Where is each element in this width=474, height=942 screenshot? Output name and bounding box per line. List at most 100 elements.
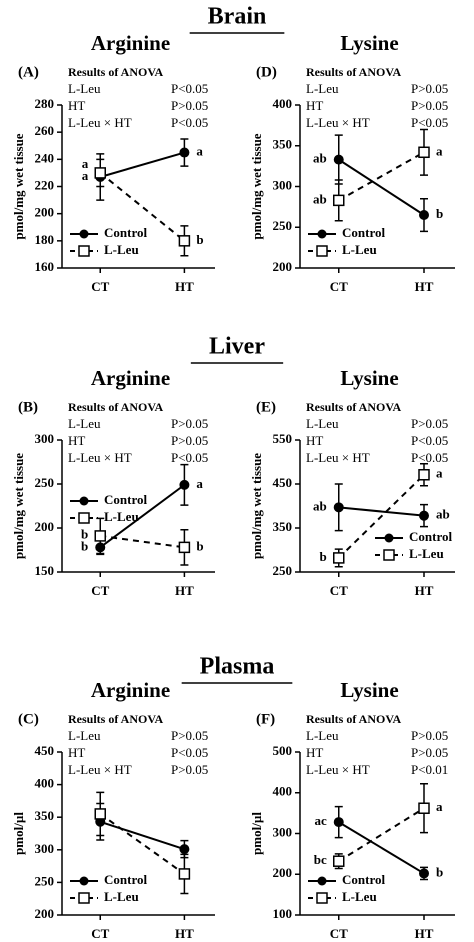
marker xyxy=(178,868,191,880)
significance-letter: a xyxy=(82,168,89,183)
chart-title: Arginine xyxy=(91,678,170,702)
y-tick-label: 400 xyxy=(273,96,293,111)
anova-p: P>0.05 xyxy=(171,98,208,113)
y-tick-label: 150 xyxy=(35,563,55,578)
y-tick-label: 400 xyxy=(35,776,55,791)
anova-factor: L-Leu xyxy=(68,416,101,431)
anova-factor: L-Leu × HT xyxy=(68,115,132,130)
legend-marker xyxy=(78,245,90,257)
anova-title: Results of ANOVA xyxy=(68,712,163,726)
anova-p: P<0.05 xyxy=(171,450,208,465)
y-axis-label: pmol/mg wet tissue xyxy=(11,133,26,239)
x-tick-label: HT xyxy=(175,583,194,598)
anova-p: P<0.01 xyxy=(411,762,448,777)
panel-label: (D) xyxy=(256,64,277,80)
series-line xyxy=(338,158,425,216)
significance-letter: a xyxy=(436,466,443,481)
y-tick-label: 250 xyxy=(35,873,55,888)
series-line xyxy=(338,821,425,875)
marker xyxy=(333,817,344,828)
y-tick-label: 350 xyxy=(35,808,55,823)
significance-letter: ab xyxy=(313,498,327,513)
anova-factor: HT xyxy=(306,745,323,760)
marker xyxy=(333,855,345,867)
legend-marker xyxy=(383,549,395,561)
legend-label: L-Leu xyxy=(342,889,377,904)
significance-letter: a xyxy=(196,476,203,491)
anova-p: P<0.05 xyxy=(411,115,448,130)
marker xyxy=(418,802,430,814)
series-line xyxy=(338,807,425,863)
legend-label: Control xyxy=(409,529,452,544)
series-line xyxy=(338,151,425,202)
anova-p: P>0.05 xyxy=(171,762,208,777)
y-axis-label: pmol/mg wet tissue xyxy=(249,133,264,239)
anova-p: P>0.05 xyxy=(171,433,208,448)
significance-letter: b xyxy=(81,538,88,553)
panel-label: (E) xyxy=(256,399,276,415)
y-tick-label: 200 xyxy=(35,205,55,220)
y-tick-label: 280 xyxy=(35,96,55,111)
x-tick-label: HT xyxy=(175,279,194,294)
anova-p: P<0.05 xyxy=(171,745,208,760)
legend-marker xyxy=(79,876,89,886)
legend-label: L-Leu xyxy=(104,242,139,257)
anova-factor: HT xyxy=(306,98,323,113)
x-tick-label: CT xyxy=(91,926,109,941)
marker xyxy=(95,542,106,553)
legend-marker xyxy=(78,892,90,904)
y-tick-label: 220 xyxy=(35,177,55,192)
anova-factor: HT xyxy=(68,98,85,113)
y-tick-label: 300 xyxy=(35,431,55,446)
significance-letter: b xyxy=(436,206,443,221)
anova-p: P>0.05 xyxy=(411,416,448,431)
significance-letter: b xyxy=(196,232,203,247)
anova-p: P>0.05 xyxy=(411,98,448,113)
significance-letter: ab xyxy=(313,191,327,206)
y-tick-label: 200 xyxy=(35,519,55,534)
marker xyxy=(418,146,430,159)
y-tick-label: 250 xyxy=(273,563,293,578)
anova-p: P>0.05 xyxy=(411,745,448,760)
section-title: Brain xyxy=(208,4,267,30)
x-tick-label: CT xyxy=(330,583,348,598)
y-tick-label: 250 xyxy=(35,475,55,490)
chart-title: Arginine xyxy=(91,366,170,390)
anova-factor: L-Leu × HT xyxy=(68,450,132,465)
marker xyxy=(179,844,190,855)
chart-title: Arginine xyxy=(91,31,170,55)
marker xyxy=(333,154,344,165)
legend-marker xyxy=(384,533,394,543)
y-tick-label: 350 xyxy=(273,519,293,534)
panel-label: (B) xyxy=(18,399,38,415)
legend-label: Control xyxy=(342,872,385,887)
x-tick-label: CT xyxy=(91,583,109,598)
anova-factor: L-Leu × HT xyxy=(306,762,370,777)
y-tick-label: 200 xyxy=(273,865,293,880)
legend-marker xyxy=(316,892,328,904)
anova-title: Results of ANOVA xyxy=(68,65,163,79)
y-axis-label: pmol/µl xyxy=(249,812,264,855)
y-tick-label: 200 xyxy=(35,906,55,921)
y-axis-label: pmol/µl xyxy=(11,812,26,855)
anova-p: P<0.05 xyxy=(411,433,448,448)
x-tick-label: HT xyxy=(415,926,434,941)
y-tick-label: 180 xyxy=(35,232,55,247)
significance-letter: ac xyxy=(314,813,327,828)
chart-title: Lysine xyxy=(340,678,398,702)
x-tick-label: CT xyxy=(330,279,348,294)
y-axis-label: pmol/mg wet tissue xyxy=(11,453,26,559)
anova-factor: L-Leu xyxy=(306,416,339,431)
legend-label: Control xyxy=(342,225,385,240)
y-tick-label: 300 xyxy=(273,177,293,192)
series-line xyxy=(99,172,186,242)
anova-factor: HT xyxy=(306,433,323,448)
section-title: Plasma xyxy=(200,654,275,680)
panel-label: (C) xyxy=(18,711,39,727)
anova-factor: L-Leu × HT xyxy=(306,115,370,130)
legend-label: L-Leu xyxy=(409,546,444,561)
marker xyxy=(94,808,106,820)
series-line xyxy=(338,506,425,517)
panel-label: (F) xyxy=(256,711,275,727)
section-title: Liver xyxy=(209,334,265,360)
